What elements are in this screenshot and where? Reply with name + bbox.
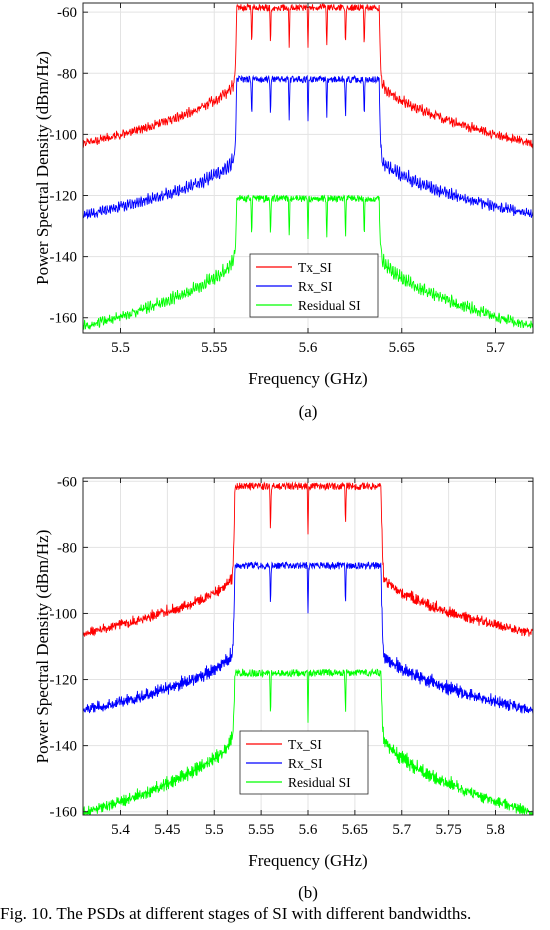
y-tick-label-1: -140 (50, 250, 78, 266)
y-tick-label-3: -100 (50, 606, 78, 622)
legend-entry-0: Tx_SI (288, 737, 322, 752)
x-tick-label-4: 5.7 (486, 340, 505, 356)
series-line-rx-si (83, 561, 533, 715)
legend-entry-1: Rx_SI (298, 279, 333, 294)
series-group (83, 481, 533, 815)
x-tick-label-0: 5.4 (111, 822, 130, 838)
x-tick-label-2: 5.6 (299, 340, 318, 356)
y-tick-label-0: -160 (50, 805, 78, 821)
x-tick-label-1: 5.45 (154, 822, 180, 838)
x-axis-label: Frequency (GHz) (248, 851, 367, 870)
x-axis-label: Frequency (GHz) (248, 369, 367, 388)
series-line-tx-si (83, 3, 533, 149)
x-tick-label-3: 5.55 (248, 822, 274, 838)
legend-entry-2: Residual SI (288, 775, 351, 790)
chart-1: 5.5 5.55 5.6 5.65 5.7 -160 -140 -120 -100 -80 -60 F… (33, 2, 534, 421)
x-tick-label-1: 5.55 (201, 340, 227, 356)
y-tick-label-5: -60 (57, 474, 77, 490)
subfigure-label: (a) (299, 402, 318, 421)
legend: Tx_SI Rx_SI Residual SI (239, 730, 369, 795)
y-tick-label-2: -120 (50, 189, 78, 205)
series-group (83, 3, 533, 330)
series-line-tx-si (83, 481, 533, 637)
x-tick-label-2: 5.5 (205, 822, 224, 838)
y-axis-label: Power Spectral Density (dBm/Hz) (33, 530, 52, 764)
y-tick-label-0: -160 (50, 311, 78, 327)
y-tick-label-4: -80 (57, 66, 77, 82)
series-line-residual-si (83, 668, 533, 815)
y-tick-label-4: -80 (57, 540, 77, 556)
y-axis-label: Power Spectral Density (dBm/Hz) (33, 51, 52, 285)
subfigure-label: (b) (298, 883, 318, 902)
x-tick-label-6: 5.7 (392, 822, 411, 838)
legend: Tx_SI Rx_SI Residual SI (249, 253, 379, 318)
legend-entry-2: Residual SI (298, 298, 361, 313)
x-tick-label-3: 5.65 (389, 340, 415, 356)
y-tick-label-2: -120 (50, 673, 78, 689)
y-tick-label-1: -140 (50, 739, 78, 755)
y-tick-label-3: -100 (50, 127, 78, 143)
x-tick-label-5: 5.65 (342, 822, 368, 838)
x-tick-label-0: 5.5 (111, 340, 130, 356)
x-tick-label-8: 5.8 (486, 822, 505, 838)
figure-caption: Fig. 10. The PSDs at different stages of… (0, 904, 472, 923)
x-tick-label-4: 5.6 (299, 822, 318, 838)
series-line-residual-si (83, 193, 533, 330)
legend-entry-1: Rx_SI (288, 756, 323, 771)
y-tick-label-5: -60 (57, 5, 77, 21)
chart-2: 5.4 5.45 5.5 5.55 5.6 5.65 5.7 5.75 5.8 -160 -140 -… (33, 474, 534, 902)
series-line-rx-si (83, 74, 533, 220)
x-tick-label-7: 5.75 (436, 822, 462, 838)
legend-entry-0: Tx_SI (298, 260, 332, 275)
